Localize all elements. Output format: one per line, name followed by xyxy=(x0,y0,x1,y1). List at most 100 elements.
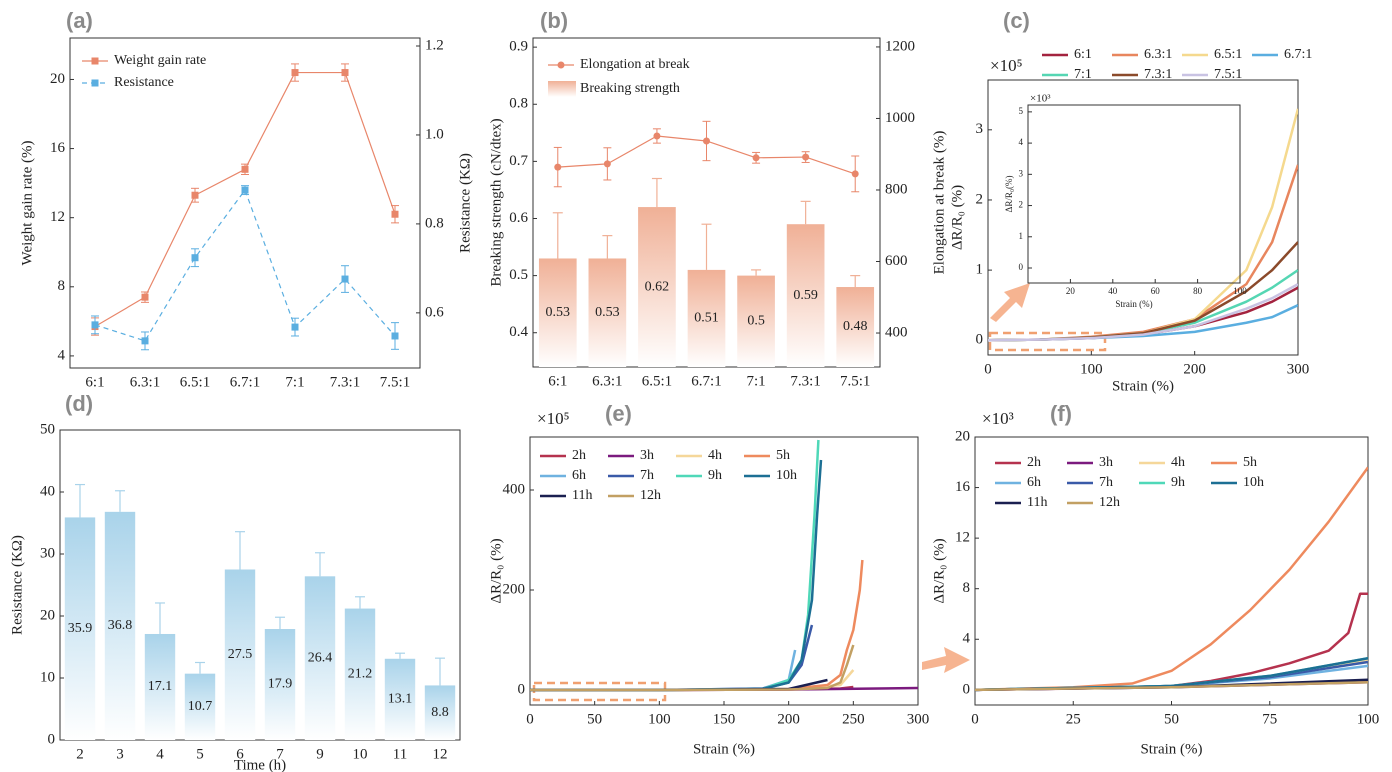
bar xyxy=(264,629,296,740)
y-tick-label: 16 xyxy=(50,140,66,156)
marker xyxy=(291,69,299,77)
zoom-arrow xyxy=(922,647,970,673)
y2-tick-label: 600 xyxy=(885,253,908,269)
bar xyxy=(836,287,875,367)
data-label: 0.53 xyxy=(595,305,620,320)
data-label: 0.51 xyxy=(694,311,719,326)
legend-label: 4h xyxy=(708,448,722,463)
legend-label: 2h xyxy=(572,448,586,463)
x-tick-label: 7.3:1 xyxy=(790,373,820,389)
marker xyxy=(554,163,562,171)
x-tick-label: 300 xyxy=(1287,361,1310,377)
marker xyxy=(603,160,611,168)
data-label: 0.62 xyxy=(645,279,670,294)
legend-label: 10h xyxy=(1243,475,1264,490)
legend-label: 6.3:1 xyxy=(1144,47,1172,62)
x-tick-label: 6.5:1 xyxy=(642,373,672,389)
bar xyxy=(304,576,336,740)
bar xyxy=(384,658,416,740)
zoom-arrow xyxy=(990,283,1030,322)
y-tick-label: 8 xyxy=(58,278,66,294)
data-label: 21.2 xyxy=(348,666,373,681)
legend-label: 3h xyxy=(1099,455,1113,470)
x-tick-label: 7.5:1 xyxy=(840,373,870,389)
series-line xyxy=(975,466,1368,692)
data-label: 27.5 xyxy=(228,647,253,662)
marker xyxy=(341,275,349,283)
x-tick-label: 200 xyxy=(1183,361,1206,377)
y-axis-label: Resistance (KΩ) xyxy=(9,535,25,635)
legend-label: 7:1 xyxy=(1074,67,1092,82)
panel-label: (f) xyxy=(1050,401,1072,426)
data-label: 0.48 xyxy=(843,319,868,334)
y-tick-label: 0.7 xyxy=(509,153,528,169)
x-tick-label: 50 xyxy=(587,711,602,727)
x-tick-label: 7:1 xyxy=(285,374,304,390)
x-tick-label: 0 xyxy=(984,361,992,377)
bar xyxy=(538,258,577,367)
legend-label: Elongation at break xyxy=(580,57,690,72)
x-axis-label: Strain (%) xyxy=(1112,378,1174,394)
y-tick-label: 12 xyxy=(50,209,65,225)
legend-label: 5h xyxy=(776,448,790,463)
x-axis-label: Strain (%) xyxy=(1140,741,1202,757)
y-tick-label: 20 xyxy=(955,428,970,444)
marker xyxy=(851,170,859,178)
y-tick-label: 5 xyxy=(1019,106,1024,116)
x-tick-label: 20 xyxy=(1066,286,1076,296)
y-tick-label: 16 xyxy=(955,479,971,495)
legend-label: 7h xyxy=(640,468,654,483)
legend-label: Breaking strength xyxy=(580,81,680,96)
plot-area xyxy=(975,466,1368,692)
y2-axis-label: Resistance (KΩ) xyxy=(457,153,473,253)
legend-label: 9h xyxy=(708,468,722,483)
data-label: 0.59 xyxy=(793,288,818,303)
y-tick-label: 0.8 xyxy=(509,96,528,112)
bar xyxy=(424,685,456,740)
marker xyxy=(141,293,149,301)
x-tick-label: 6.7:1 xyxy=(691,373,721,389)
x-tick-label: 7.3:1 xyxy=(330,374,360,390)
zoom-box xyxy=(532,681,667,702)
y-tick-label: 3 xyxy=(1019,168,1024,178)
y2-tick-label: 1200 xyxy=(885,38,915,54)
y-tick-label: 0 xyxy=(48,731,56,747)
x-tick-label: 250 xyxy=(842,711,865,727)
bar xyxy=(638,207,676,367)
x-tick-label: 60 xyxy=(1151,286,1161,296)
x-tick-label: 9 xyxy=(316,746,324,762)
x-tick-label: 11 xyxy=(393,746,407,762)
y-axis-label: ΔR/R₀(%) xyxy=(1004,176,1014,213)
legend-label: 6h xyxy=(1027,475,1041,490)
data-label: 26.4 xyxy=(308,650,333,665)
legend-label: 9h xyxy=(1171,475,1185,490)
legend-label: 2h xyxy=(1027,455,1041,470)
y-tick-label: 8 xyxy=(963,580,971,596)
marker xyxy=(291,323,299,331)
y-axis-label: ΔR/R₀ (%) xyxy=(931,538,947,603)
data-label: 0.5 xyxy=(747,314,765,329)
bar xyxy=(588,258,627,367)
y2-tick-label: 400 xyxy=(885,324,908,340)
legend-label: 6.5:1 xyxy=(1214,47,1242,62)
x-axis-label: Strain (%) xyxy=(1115,299,1152,309)
legend-marker xyxy=(557,61,565,69)
x-tick-label: 10 xyxy=(353,746,368,762)
x-tick-label: 6.7:1 xyxy=(230,374,260,390)
legend-label: 10h xyxy=(776,468,797,483)
plot-area xyxy=(530,439,918,692)
plot-frame xyxy=(1027,104,1241,284)
legend-label: 11h xyxy=(1027,495,1047,510)
series-line xyxy=(988,283,1298,342)
x-tick-label: 7.5:1 xyxy=(380,374,410,390)
marker xyxy=(703,137,710,145)
axis-multiplier: ×10⁵ xyxy=(990,56,1023,75)
marker xyxy=(391,332,399,340)
y-axis-label: ΔR/R₀ (%) xyxy=(949,185,965,250)
plot-frame xyxy=(987,79,1299,356)
x-tick-label: 25 xyxy=(1066,711,1081,727)
y-tick-label: 0 xyxy=(518,681,526,697)
y-tick-label: 0.6 xyxy=(509,210,528,226)
zoom-box xyxy=(988,331,1107,352)
